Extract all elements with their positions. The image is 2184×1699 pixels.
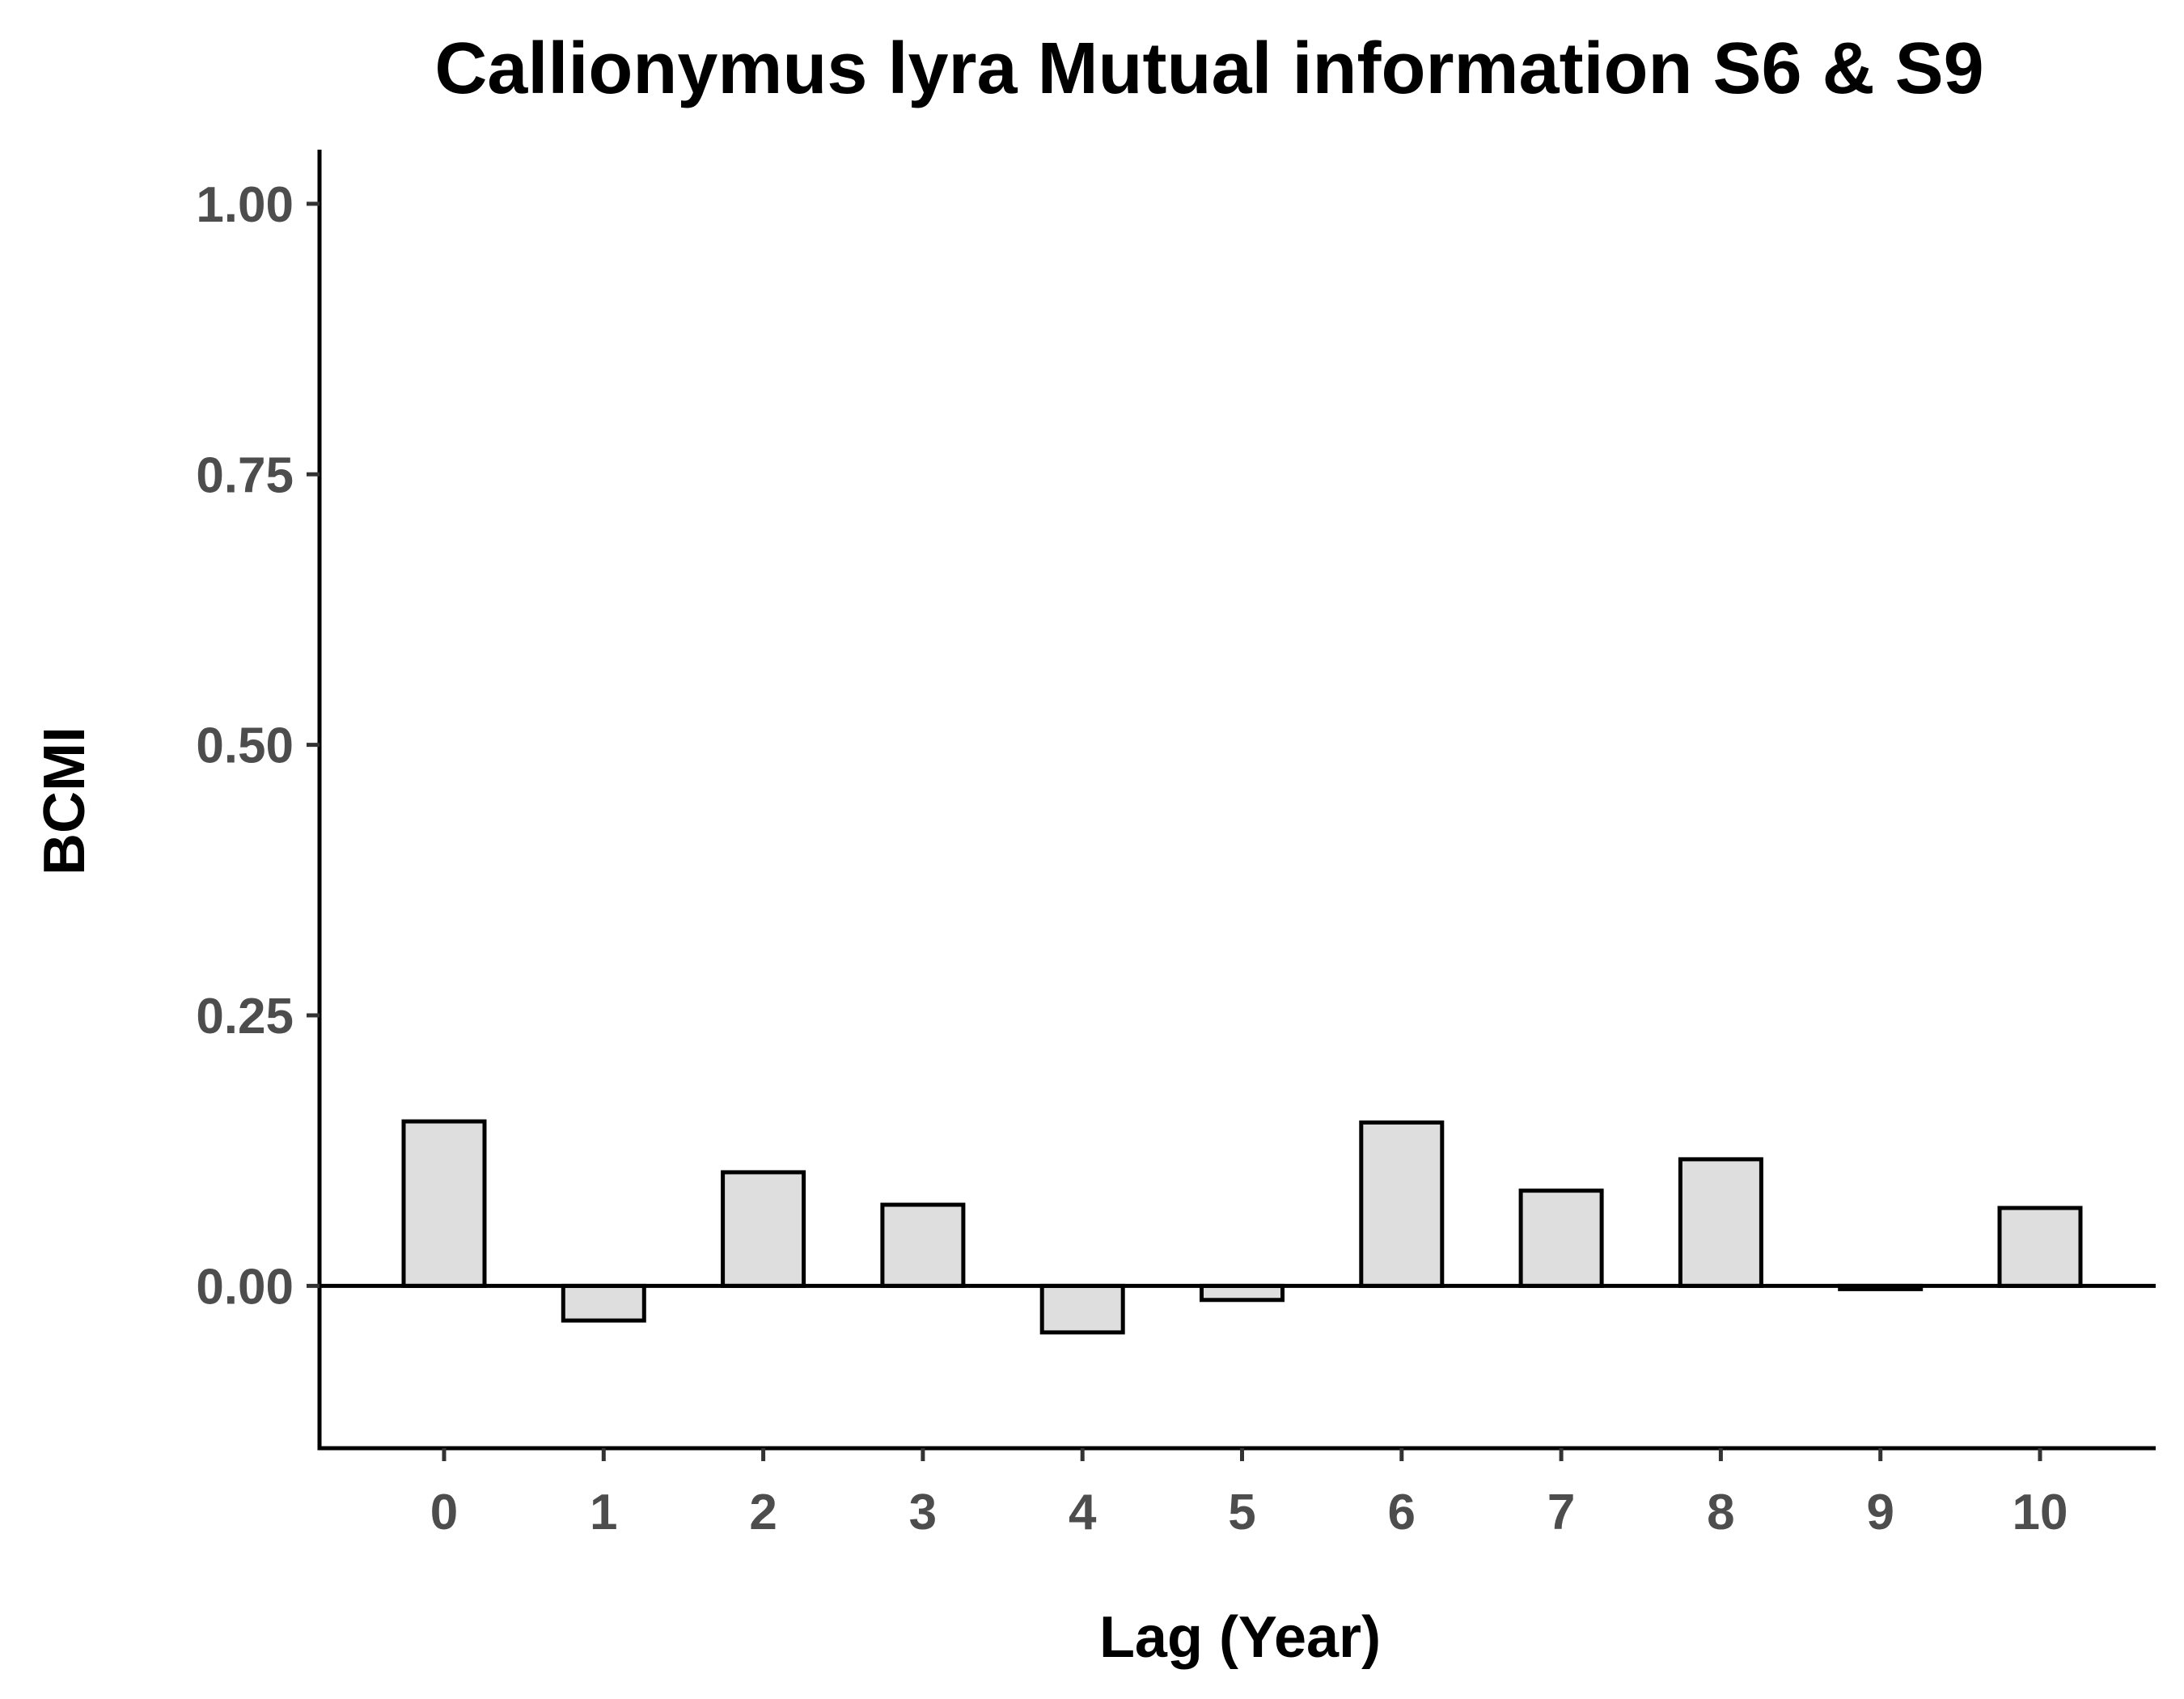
x-tick-label: 4 <box>1069 1485 1097 1540</box>
bar-lag-5 <box>1200 1283 1285 1303</box>
bar-lag-1 <box>561 1283 646 1323</box>
y-tick-label: 0.25 <box>196 989 294 1044</box>
bar-lag-6 <box>1359 1120 1445 1288</box>
y-tick-label: 1.00 <box>196 177 294 233</box>
y-tick-label: 0.75 <box>196 447 294 503</box>
bar-lag-0 <box>401 1119 487 1288</box>
x-tick-label: 8 <box>1707 1485 1734 1540</box>
axes-group <box>317 150 2156 1451</box>
x-tick-label: 3 <box>909 1485 937 1540</box>
bar-lag-10 <box>1997 1205 2083 1288</box>
x-axis-ticks: 0 1 2 3 4 5 6 7 8 9 10 <box>430 1448 2068 1540</box>
x-tick-label: 1 <box>590 1485 617 1540</box>
x-tick-label: 2 <box>749 1485 777 1540</box>
x-axis-title: Lag (Year) <box>1099 1605 1381 1670</box>
bar-lag-4 <box>1039 1283 1125 1335</box>
bar-lag-3 <box>880 1202 966 1288</box>
bar-lag-2 <box>721 1170 806 1288</box>
y-tick-label: 0.50 <box>196 718 294 774</box>
x-tick-label: 10 <box>2013 1485 2068 1540</box>
bars-group <box>401 1119 2083 1335</box>
x-tick-label: 9 <box>1866 1485 1894 1540</box>
bar-lag-8 <box>1678 1157 1763 1288</box>
y-tick-label: 0.00 <box>196 1259 294 1315</box>
y-axis-ticks: 1.00 0.75 0.50 0.25 0.00 <box>196 177 320 1315</box>
x-tick-label: 5 <box>1228 1485 1255 1540</box>
bar-lag-7 <box>1518 1188 1604 1288</box>
y-axis-title: BCMI <box>32 727 97 875</box>
chart-title: Callionymus lyra Mutual information S6 &… <box>434 28 1983 109</box>
x-tick-label: 0 <box>430 1485 458 1540</box>
x-tick-label: 6 <box>1388 1485 1416 1540</box>
x-tick-label: 7 <box>1547 1485 1575 1540</box>
